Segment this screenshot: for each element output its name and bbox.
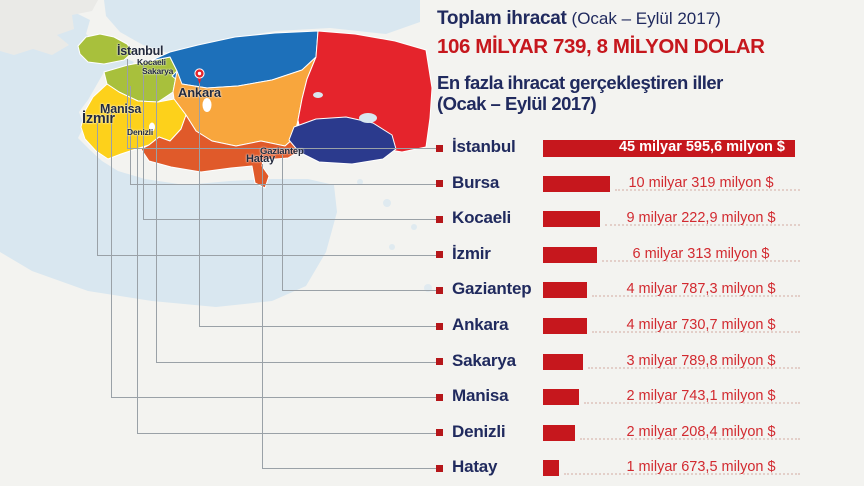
map-label-manisa: Manisa [100, 102, 142, 116]
row-city-label: İstanbul [452, 137, 516, 156]
row-dotted-line [592, 295, 800, 298]
row-bar [543, 353, 583, 370]
leader-line-horizontal-8 [137, 432, 436, 434]
row-value: 9 milyar 222,9 milyon $ [626, 210, 776, 227]
map-label-i̇stanbul: İstanbul [117, 44, 164, 58]
row-bar [543, 282, 587, 299]
neighbor-land [0, 0, 98, 55]
leader-line-vertical-5 [199, 80, 200, 326]
row-city-label: İzmir [452, 243, 491, 263]
row-value: 1 milyar 673,5 milyon $ [626, 459, 776, 476]
map-label-hatay: Hatay [246, 153, 275, 165]
leader-line-horizontal-3 [97, 254, 436, 256]
map-label-i̇zmir: İzmir [82, 111, 115, 127]
row-city-label: Bursa [452, 172, 500, 192]
row-city-label: Denizli [452, 421, 506, 441]
row-dotted-line [588, 366, 800, 369]
row-value: 2 milyar 743,1 milyon $ [626, 388, 776, 405]
leader-line-vertical-4 [282, 155, 283, 291]
row-dotted-line [605, 224, 800, 227]
row-value: 4 milyar 787,3 milyon $ [626, 281, 776, 298]
leader-line-vertical-2 [143, 64, 144, 220]
total-export-value: 106 MİLYAR 739, 8 MİLYON DOLAR [437, 35, 765, 58]
row-value: 6 milyar 313 milyon $ [632, 245, 770, 262]
row-bullet [436, 144, 443, 152]
region-southeast-navy [288, 116, 397, 165]
row-value: 2 milyar 208,4 milyon $ [626, 423, 776, 440]
leader-line-vertical-8 [137, 135, 138, 433]
row-city-label: Kocaeli [452, 208, 512, 228]
leader-line-horizontal-0 [127, 148, 436, 149]
leader-line-vertical-7 [111, 113, 112, 398]
row-bullet [436, 464, 443, 472]
row-bar [543, 460, 559, 477]
row-dotted-line [564, 473, 800, 476]
leader-line-horizontal-1 [130, 183, 436, 185]
row-city-label: Sakarya [452, 350, 516, 370]
chart-subtitle-line2: (Ocak – Eylül 2017) [437, 93, 597, 114]
leader-line-horizontal-4 [282, 290, 436, 292]
turkey-map [0, 0, 433, 307]
row-dotted-line [580, 437, 800, 440]
leader-line-vertical-0 [127, 59, 128, 148]
row-bullet [436, 322, 443, 330]
leader-line-vertical-6 [156, 73, 157, 362]
map-label-sakarya: Sakarya [142, 66, 174, 76]
row-city-label: Manisa [452, 386, 509, 406]
row-bar [543, 318, 587, 334]
cyprus-island [176, 191, 214, 202]
leader-line-horizontal-5 [199, 326, 436, 327]
row-bullet [436, 251, 443, 259]
total-export-period: (Ocak – Eylül 2017) [571, 9, 721, 28]
header-block: Toplam ihracat (Ocak – Eylül 2017) 106 Mİ… [437, 8, 765, 114]
row-bar [543, 389, 579, 406]
ankara-map-pin-icon [194, 68, 205, 84]
row-bullet [436, 286, 443, 294]
water-decorations [55, 94, 432, 292]
row-dotted-line [584, 402, 800, 405]
leader-line-horizontal-2 [143, 219, 436, 221]
row-bullet [436, 393, 443, 401]
map-label-gaziantep: Gaziantep [260, 146, 304, 157]
aegean-mediterranean-sea [0, 6, 337, 307]
turkey-regions [77, 30, 433, 189]
row-bullet [436, 180, 443, 188]
leader-line-horizontal-6 [156, 361, 436, 363]
row-value: 45 milyar 595,6 milyon $ [618, 139, 785, 155]
chart-subtitle-line1: En fazla ihracat gerçekleştiren iller [437, 72, 723, 93]
row-bar [543, 175, 610, 192]
row-dotted-line [602, 259, 800, 262]
map-label-ankara: Ankara [178, 85, 221, 100]
row-bullet [436, 358, 443, 366]
row-dotted-line [615, 188, 800, 191]
row-bar [543, 424, 575, 441]
map-label-denizli: Denizli [127, 127, 153, 137]
map-label-kocaeli: Kocaeli [137, 57, 166, 67]
region-mediterranean-orange [140, 114, 299, 189]
row-bar [543, 211, 600, 228]
row-bullet [436, 429, 443, 437]
black-sea [104, 0, 420, 53]
row-bar [543, 139, 795, 157]
leader-line-vertical-3 [97, 123, 98, 255]
leader-line-vertical-1 [130, 86, 131, 184]
row-city-label: Gaziantep [452, 279, 532, 299]
row-value: 3 milyar 789,8 milyon $ [626, 352, 776, 369]
row-bullet [436, 215, 443, 223]
lakes [149, 92, 377, 132]
row-dotted-line [592, 331, 800, 333]
chart-subtitle: En fazla ihracat gerçekleştiren iller (O… [437, 72, 765, 114]
region-marmara-green-thrace [77, 33, 134, 65]
row-city-label: Hatay [452, 457, 498, 477]
row-value: 4 milyar 730,7 milyon $ [626, 317, 776, 333]
leader-line-vertical-9 [262, 164, 263, 469]
row-bar [543, 246, 597, 263]
row-value: 10 milyar 319 milyon $ [628, 174, 774, 191]
leader-line-horizontal-9 [262, 468, 436, 470]
total-export-title: Toplam ihracat (Ocak – Eylül 2017) [437, 8, 765, 30]
leader-line-horizontal-7 [111, 397, 436, 399]
row-city-label: Ankara [452, 315, 509, 334]
total-export-label: Toplam ihracat [437, 8, 567, 29]
